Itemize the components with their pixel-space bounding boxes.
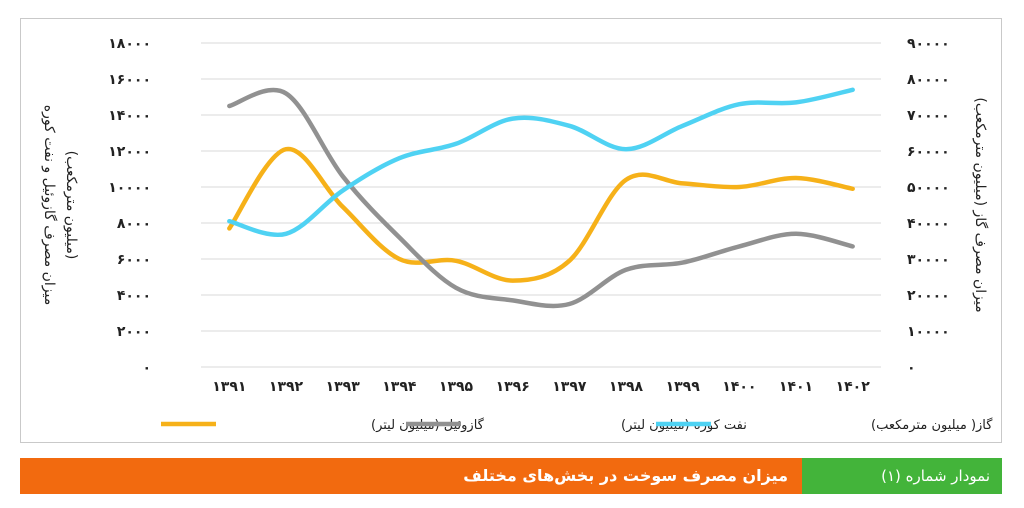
x-tick-label: ۱۴۰۱: [779, 379, 813, 395]
line-chart: ۰۲۰۰۰۴۰۰۰۶۰۰۰۸۰۰۰۱۰۰۰۰۱۲۰۰۰۱۴۰۰۰۱۶۰۰۰۱۸۰…: [41, 36, 993, 433]
right-tick-label: ۳۰۰۰۰: [907, 252, 950, 268]
legend: گازوئیل (میلیون لیتر)نفت کوره (میلیون لی…: [161, 417, 993, 433]
x-tick-label: ۱۳۹۲: [269, 379, 304, 395]
left-tick-label: ۱۲۰۰۰: [108, 144, 151, 160]
right-tick-label: ۵۰۰۰۰: [907, 180, 950, 196]
caption-title: میزان مصرف سوخت در بخش‌های مختلف: [20, 458, 802, 494]
x-tick-label: ۱۳۹۹: [666, 379, 701, 395]
gas-series-line: [227, 87, 855, 238]
right-tick-label: ۴۰۰۰۰: [907, 216, 950, 232]
right-axis-title: میزان مصرف گاز (میلیون مترمکعب): [972, 97, 989, 312]
x-tick-label: ۱۴۰۰: [722, 379, 756, 395]
right-axis-ticks: ۰ ۱۰۰۰۰ ۲۰۰۰۰ ۳۰۰۰۰ ۴۰۰۰۰ ۵۰۰۰۰ ۶۰۰۰۰ ۷۰۰۰۰ ۸۰۰۰…: [907, 36, 950, 376]
left-tick-label: ۴۰۰۰: [117, 288, 151, 304]
right-tick-label: ۲۰۰۰۰: [907, 288, 950, 304]
x-tick-label: ۱۳۹۵: [439, 379, 474, 395]
x-axis-ticks: ۱۳۹۱ ۱۳۹۲ ۱۳۹۳ ۱۳۹۴ ۱۳۹۵ ۱۳۹۶ ۱۳۹۷ ۱۳۹۸ ۱۳۹۹ ۱۴۰۰…: [212, 379, 870, 395]
left-tick-label: ۸۰۰۰: [117, 216, 151, 232]
left-tick-label: ۱۶۰۰۰: [108, 72, 151, 88]
left-tick-label: ۰: [142, 360, 151, 376]
right-tick-label: ۷۰۰۰۰: [907, 108, 950, 124]
left-axis-title-line-2: (میلیون مترمکعب): [63, 151, 79, 260]
right-tick-label: ۶۰۰۰۰: [907, 144, 950, 160]
x-tick-label: ۱۳۹۶: [496, 379, 530, 395]
caption-bar: میزان مصرف سوخت در بخش‌های مختلف نمودار …: [20, 458, 1002, 494]
chart-frame: ۰ ۲۰۰۰ ۴۰۰۰ ۶۰۰۰ ۸۰۰۰ ۱۰۰۰۰ ۱۲۰۰۰ ۱۴۰۰۰ ۱۶۰۰۰ ۱۸۰…: [20, 18, 1002, 443]
left-axis-ticks: ۰ ۲۰۰۰ ۴۰۰۰ ۶۰۰۰ ۸۰۰۰ ۱۰۰۰۰ ۱۲۰۰۰ ۱۴۰۰۰ ۱۶۰۰۰ ۱۸۰…: [108, 36, 151, 376]
left-tick-label: ۲۰۰۰: [117, 324, 151, 340]
right-tick-label: ۱۰۰۰۰: [907, 324, 950, 340]
legend-label: گاز( میلیون مترمکعب): [871, 417, 993, 433]
left-tick-label: ۱۰۰۰۰: [108, 180, 151, 196]
right-tick-label: ۸۰۰۰۰: [907, 72, 950, 88]
gasoil-series-line: [227, 146, 855, 283]
left-tick-label: ۱۸۰۰۰: [108, 36, 151, 52]
legend-item-gas: گاز( میلیون مترمکعب): [656, 417, 993, 433]
x-tick-label: ۱۳۹۸: [609, 379, 644, 395]
x-tick-label: ۱۳۹۱: [212, 379, 246, 395]
grid-lines: [201, 42, 881, 368]
caption-number: نمودار شماره (۱): [802, 458, 1002, 494]
fuel-oil-series-line: [227, 87, 855, 309]
left-tick-label: ۱۴۰۰۰: [108, 108, 151, 124]
x-tick-label: ۱۳۹۳: [326, 379, 361, 395]
left-axis-title-line-1: میزان مصرف گازوئیل و نفت کوره: [41, 105, 58, 305]
left-tick-label: ۶۰۰۰: [117, 252, 151, 268]
x-tick-label: ۱۳۹۷: [552, 379, 587, 395]
x-tick-label: ۱۳۹۴: [382, 379, 417, 395]
right-tick-label: ۹۰۰۰۰: [907, 36, 950, 52]
x-tick-label: ۱۴۰۲: [836, 379, 871, 395]
series-lines: [227, 87, 855, 309]
right-tick-label: ۰: [907, 360, 916, 376]
